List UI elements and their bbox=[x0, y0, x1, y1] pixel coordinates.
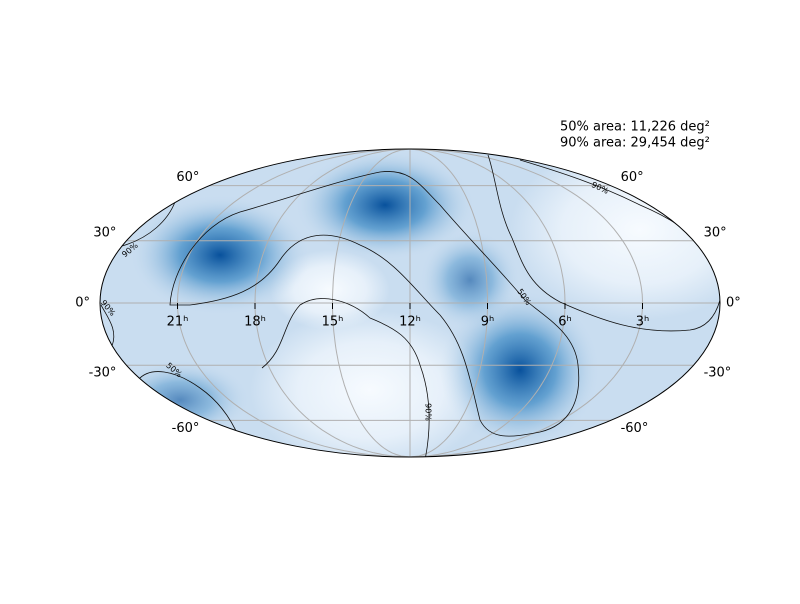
contour-90 bbox=[100, 304, 115, 347]
lat-label: 60° bbox=[176, 170, 199, 185]
lat-label: 0° bbox=[75, 296, 90, 311]
area-annotation: 90% area: 29,454 deg² bbox=[560, 136, 710, 151]
map-frame bbox=[99, 148, 721, 458]
lat-label: 0° bbox=[726, 296, 741, 311]
ra-label: 3ʰ bbox=[636, 315, 650, 330]
ra-label: 15ʰ bbox=[322, 315, 344, 330]
lat-label: -60° bbox=[621, 421, 649, 436]
area-annotation: 50% area: 11,226 deg² bbox=[560, 120, 710, 135]
lat-label: 30° bbox=[704, 225, 727, 240]
ra-label: 6ʰ bbox=[558, 315, 572, 330]
contour-50 bbox=[169, 171, 580, 437]
lat-label: -30° bbox=[704, 366, 732, 381]
ra-label: 21ʰ bbox=[167, 315, 189, 330]
ra-label: 9ʰ bbox=[481, 315, 495, 330]
contour-90 bbox=[487, 154, 720, 332]
contour-90 bbox=[261, 298, 430, 457]
contour-50 bbox=[137, 371, 241, 441]
ra-label: 18ʰ bbox=[244, 315, 266, 330]
lat-label: -30° bbox=[89, 366, 117, 381]
lat-label: 30° bbox=[93, 225, 116, 240]
contours bbox=[100, 154, 720, 457]
lat-label: 60° bbox=[621, 170, 644, 185]
contour-label: 90% bbox=[424, 403, 433, 421]
axis-labels: 60° 60° 30° 30° 0° 0° -30° -30° -60° -60° 21ʰ 18ʰ 15… bbox=[75, 170, 741, 436]
ra-label: 12ʰ bbox=[399, 315, 421, 330]
lat-label: -60° bbox=[172, 421, 200, 436]
